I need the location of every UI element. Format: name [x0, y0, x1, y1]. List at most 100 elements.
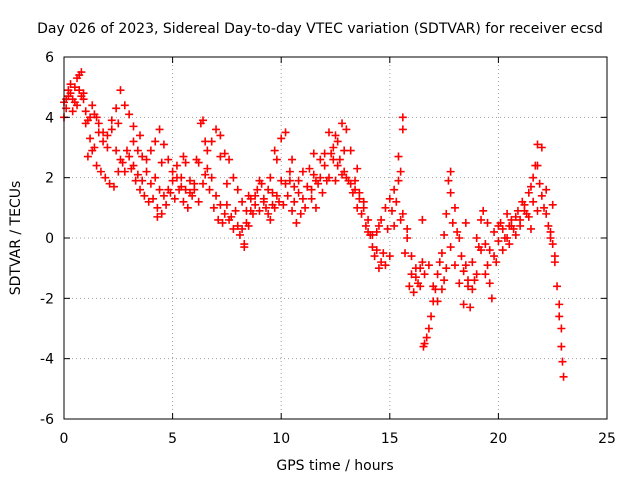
data-point: [505, 221, 514, 230]
data-point: [307, 185, 316, 194]
data-point: [461, 218, 470, 227]
data-point: [107, 125, 116, 134]
data-point: [548, 240, 557, 249]
data-point: [305, 164, 314, 173]
data-point: [201, 170, 210, 179]
data-point: [466, 303, 475, 312]
data-point: [88, 101, 97, 110]
data-point: [259, 197, 268, 206]
data-point: [281, 179, 290, 188]
data-point: [120, 101, 129, 110]
y-tick-label: 4: [45, 110, 54, 126]
data-point: [275, 197, 284, 206]
data-point: [96, 167, 105, 176]
data-point: [440, 276, 449, 285]
data-point: [311, 203, 320, 212]
data-point: [298, 194, 307, 203]
data-point: [448, 218, 457, 227]
data-point: [550, 252, 559, 261]
data-point: [468, 258, 477, 267]
data-point: [255, 206, 264, 215]
y-tick-label: -4: [40, 352, 54, 368]
data-point: [201, 137, 210, 146]
data-point: [240, 243, 249, 252]
data-point: [392, 197, 401, 206]
data-point: [377, 215, 386, 224]
data-point: [81, 107, 90, 116]
data-point: [133, 170, 142, 179]
data-point: [231, 206, 240, 215]
data-point: [455, 279, 464, 288]
data-point: [535, 179, 544, 188]
data-point: [485, 246, 494, 255]
data-point: [444, 176, 453, 185]
data-point: [277, 134, 286, 143]
data-point: [251, 200, 260, 209]
data-point: [170, 194, 179, 203]
data-point: [548, 200, 557, 209]
data-point: [387, 206, 396, 215]
data-point: [212, 191, 221, 200]
data-point: [353, 203, 362, 212]
data-point: [409, 288, 418, 297]
data-point: [112, 104, 121, 113]
data-point: [175, 185, 184, 194]
data-point: [419, 342, 428, 351]
y-tick-label: 2: [45, 171, 54, 187]
data-point: [433, 270, 442, 279]
data-point: [511, 212, 520, 221]
data-point: [105, 179, 114, 188]
data-point: [411, 264, 420, 273]
data-point: [559, 372, 568, 381]
data-point: [172, 161, 181, 170]
data-point: [268, 188, 277, 197]
data-point: [333, 137, 342, 146]
data-point: [225, 155, 234, 164]
data-point: [229, 173, 238, 182]
data-point: [248, 209, 257, 218]
data-point: [446, 167, 455, 176]
data-point: [159, 140, 168, 149]
data-point: [379, 249, 388, 258]
data-point: [483, 218, 492, 227]
data-point: [177, 173, 186, 182]
data-point: [294, 188, 303, 197]
data-point: [229, 224, 238, 233]
grid-lines: [64, 57, 607, 419]
data-point: [133, 146, 142, 155]
data-point: [557, 324, 566, 333]
data-point: [77, 92, 86, 101]
data-point: [162, 200, 171, 209]
x-tick-label: 0: [60, 431, 69, 447]
data-point: [498, 224, 507, 233]
data-point: [390, 185, 399, 194]
data-point: [257, 179, 266, 188]
data-point: [403, 234, 412, 242]
data-point: [288, 155, 297, 164]
data-point: [70, 98, 79, 107]
data-point: [394, 176, 403, 185]
data-point: [503, 209, 512, 218]
data-point: [270, 146, 279, 155]
data-point: [103, 143, 112, 152]
data-point: [253, 185, 262, 194]
data-point: [459, 267, 468, 276]
data-point: [407, 252, 416, 261]
data-point: [146, 179, 155, 188]
data-point: [272, 155, 281, 164]
data-point: [207, 173, 216, 182]
data-point: [181, 158, 190, 167]
data-point: [66, 89, 75, 98]
data-point: [455, 234, 464, 242]
data-point: [301, 203, 310, 212]
data-point: [244, 191, 253, 200]
data-point: [277, 176, 286, 185]
data-point: [518, 197, 527, 206]
data-point: [316, 155, 325, 164]
data-point: [261, 203, 270, 212]
data-point: [244, 221, 253, 230]
data-point: [494, 237, 503, 246]
data-point: [531, 161, 540, 170]
data-point: [420, 270, 429, 279]
data-point: [398, 209, 407, 218]
